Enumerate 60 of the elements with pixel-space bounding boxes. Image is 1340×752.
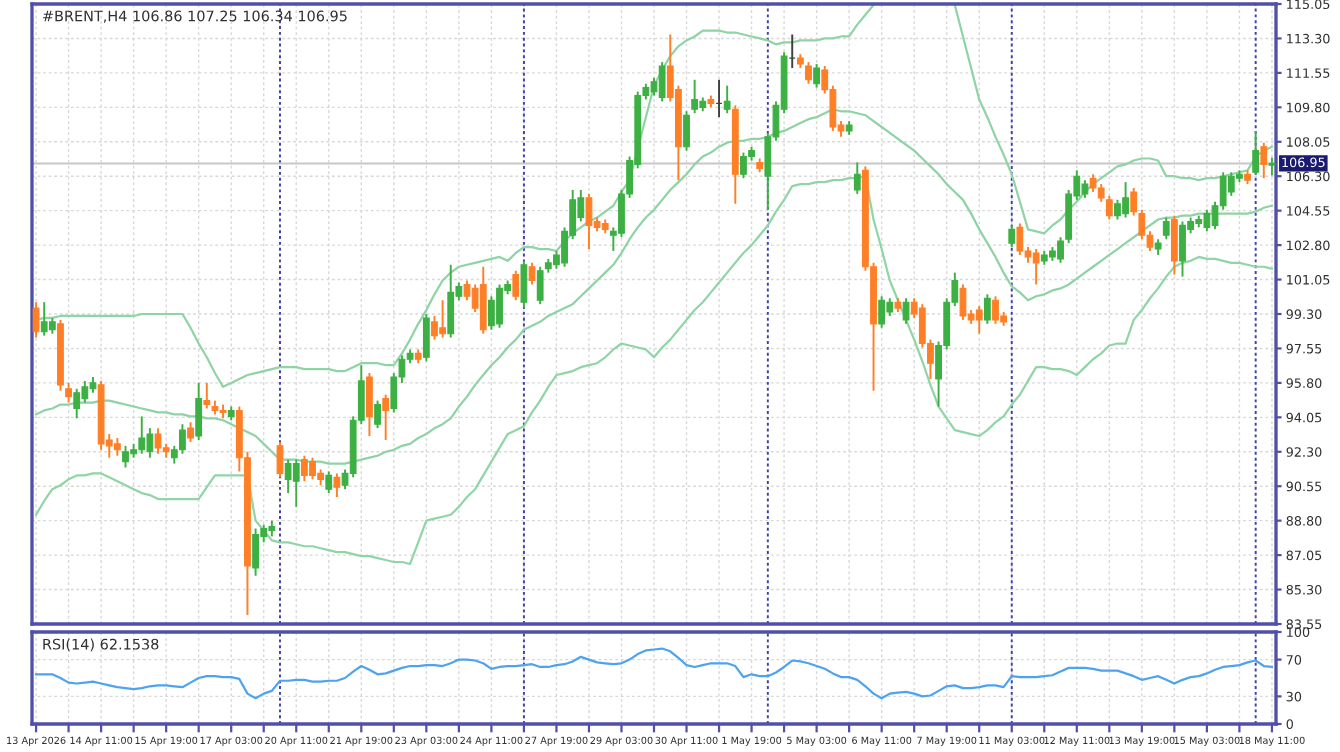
candlestick xyxy=(740,151,747,180)
candlestick xyxy=(292,458,300,508)
candlestick xyxy=(902,297,910,325)
candlestick xyxy=(1016,222,1024,256)
candlestick xyxy=(805,61,812,85)
candlestick xyxy=(788,33,796,69)
candlestick xyxy=(195,381,203,441)
candlestick xyxy=(431,315,438,341)
candlestick xyxy=(309,456,316,481)
candlestick xyxy=(1105,194,1113,221)
candlestick xyxy=(723,84,731,115)
candlestick xyxy=(658,61,666,103)
candlestick xyxy=(447,263,455,339)
candlestick xyxy=(138,415,146,455)
candlestick xyxy=(65,381,72,404)
candlestick xyxy=(422,313,430,363)
candlestick xyxy=(975,305,983,335)
candlestick xyxy=(992,295,999,325)
candlestick xyxy=(154,427,162,455)
candlestick xyxy=(853,161,861,195)
candlestick xyxy=(528,261,536,286)
candlestick xyxy=(496,283,503,329)
candlestick xyxy=(1203,208,1211,233)
candlestick xyxy=(1032,248,1040,286)
candlestick xyxy=(276,440,284,479)
candlestick xyxy=(333,472,341,499)
line-series xyxy=(34,175,1274,566)
candlestick xyxy=(40,301,48,337)
candlestick xyxy=(122,444,129,469)
candlestick xyxy=(284,458,292,495)
candlestick xyxy=(959,283,967,321)
candlestick xyxy=(1122,181,1129,219)
candlestick xyxy=(463,279,471,302)
candlestick xyxy=(300,454,308,483)
candlestick xyxy=(252,527,259,577)
candlestick xyxy=(1170,214,1178,276)
candlestick xyxy=(439,299,447,339)
candlestick xyxy=(382,393,390,441)
candlestick xyxy=(1114,198,1121,221)
candlestick xyxy=(536,265,544,306)
candlestick xyxy=(179,423,186,455)
candlestick xyxy=(203,381,211,410)
candlestick xyxy=(487,295,495,331)
candlestick xyxy=(813,63,821,89)
candlestick xyxy=(1179,220,1186,278)
candlestick xyxy=(1260,141,1268,180)
candlestick xyxy=(512,269,520,302)
candlestick xyxy=(374,399,381,430)
candlestick xyxy=(187,421,194,443)
candlestick xyxy=(983,293,991,325)
candlestick xyxy=(683,110,690,152)
candlestick xyxy=(479,265,487,335)
candlestick xyxy=(32,301,40,339)
candlestick xyxy=(366,372,373,437)
candlestick xyxy=(585,192,593,251)
candlestick xyxy=(878,295,886,329)
candlestick xyxy=(1162,216,1170,241)
candlestick xyxy=(691,78,699,115)
candlestick xyxy=(325,470,333,495)
candlestick xyxy=(73,387,81,420)
